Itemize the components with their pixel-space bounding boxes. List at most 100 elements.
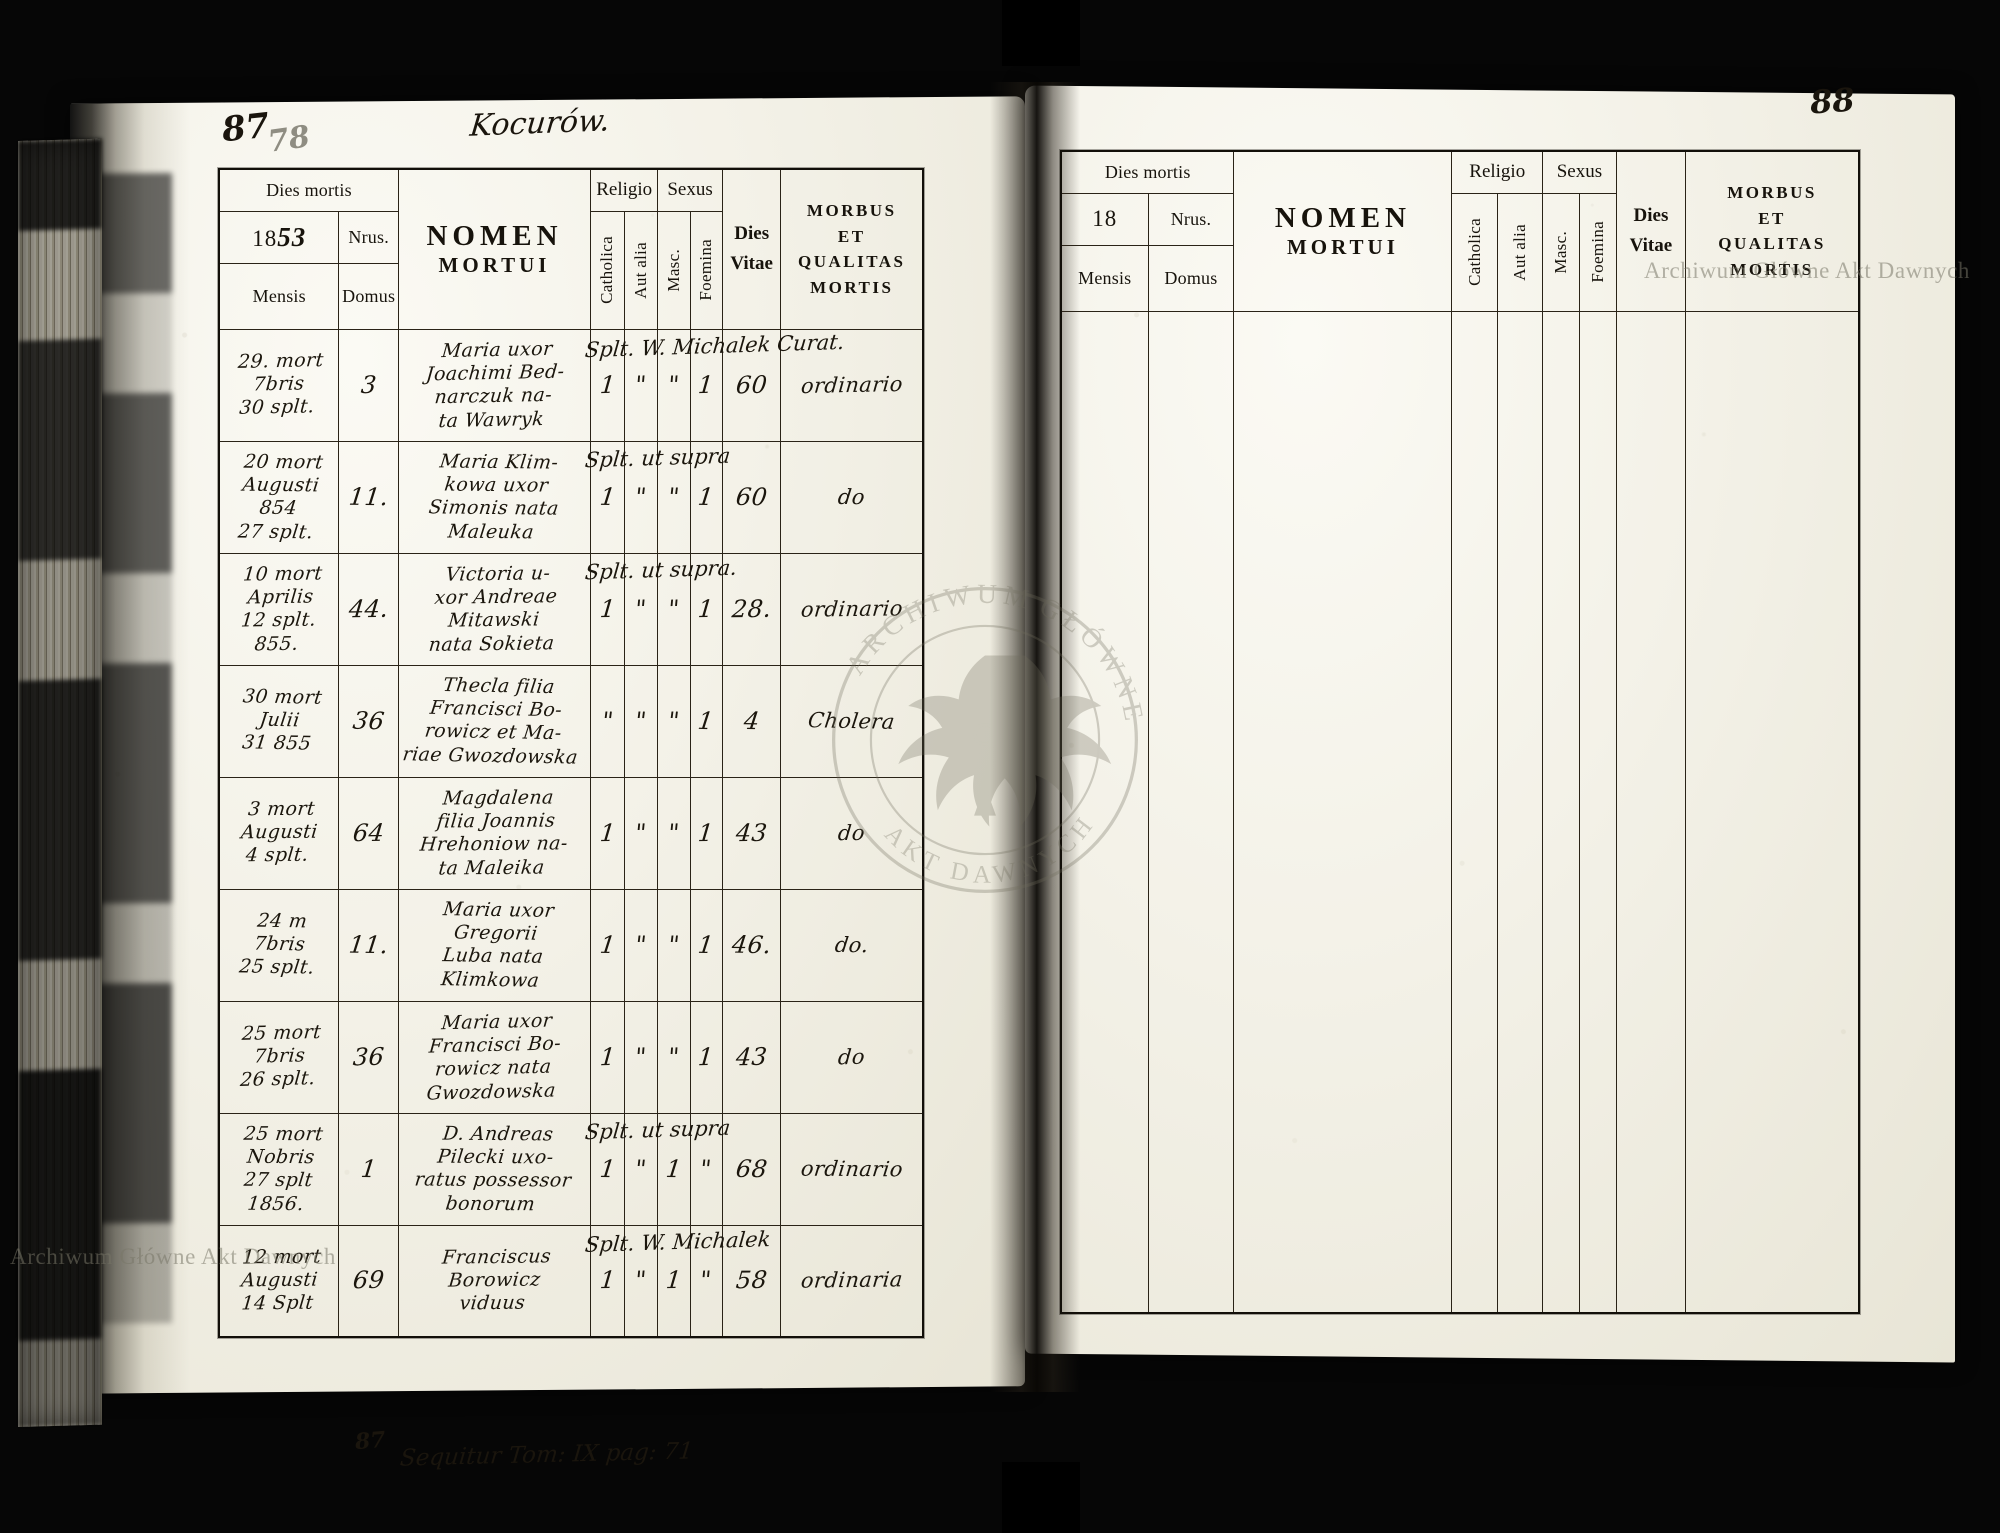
cell-dies-mortis: 24 m 7bris 25 splt. (218, 888, 340, 1002)
header-morbus: MORBUS (806, 201, 897, 221)
header-autalia-cell-right: Aut alia (1496, 192, 1544, 312)
cell-masc: " (657, 664, 691, 778)
header-nrus: Nrus. (338, 210, 399, 264)
header-foemina-cell: Foemina (689, 210, 723, 330)
cell-aut-alia: " (623, 888, 659, 1002)
empty-cell-nomen (1233, 310, 1453, 1313)
header-mortis-right: MORTIS (1730, 259, 1814, 279)
cell-dies-mortis: 10 mort Aprilis 12 splt. 855. (218, 552, 340, 666)
header-nomen: NOMEN (426, 220, 563, 253)
cell-dies-mortis: 29. mort 7bris 30 splt. (218, 328, 340, 442)
header-catholica: Catholica (597, 236, 617, 304)
cell-nrus-domus: 36 (338, 1000, 399, 1114)
cell-nomen-mortui: Thecla filia Francisci Bo-rowicz et Ma-ri… (397, 664, 592, 778)
cell-burial-officiant-note: Splt. ut supra (584, 1115, 732, 1144)
cell-catholica: " (590, 664, 625, 778)
header-aut-alia: Aut alia (630, 241, 650, 299)
header-et: ET (837, 226, 866, 246)
book-fore-edge (18, 138, 102, 1428)
cell-aut-alia: " (623, 440, 659, 554)
header-nomen-right: NOMEN (1274, 202, 1411, 235)
empty-cell-masc (1542, 310, 1580, 1313)
cell-morbus-qualitas: ordinario (780, 552, 924, 666)
table-row: 25 mort 7bris 26 splt. 36 Maria uxor Francisc… (218, 1000, 924, 1114)
right-register-table: Dies mortis NOMEN MORTUI Religio Sexus D… (1060, 150, 1860, 1314)
cell-burial-officiant-note: Splt. ut supra (584, 443, 732, 472)
cell-morbus-qualitas: do (780, 440, 924, 554)
cell-dies-mortis: 12 mort Augusti 14 Splt (218, 1224, 340, 1338)
header-religio: Religio (590, 168, 659, 212)
empty-cell-mensis (1060, 310, 1149, 1313)
header-qualitas: QUALITAS (797, 252, 906, 272)
header-aut-alia-right: Aut alia (1509, 223, 1529, 281)
header-masc-cell-right: Masc. (1542, 192, 1580, 312)
header-autalia-cell: Aut alia (623, 210, 659, 330)
header-mortui: MORTUI (438, 253, 551, 278)
header-row-1-right: Dies mortis NOMEN MORTUI Religio Sexus D… (1060, 150, 1860, 312)
header-sexus-right: Sexus (1542, 150, 1617, 194)
cell-nomen-mortui: Maria uxor Joachimi Bed-narczuk na-ta Waw… (397, 328, 592, 442)
cell-dies-vitae: 43 (721, 1000, 782, 1114)
empty-row (1060, 310, 1860, 1313)
table-row: 29. mort 7bris 30 splt. 3 Maria uxor Joachimi… (218, 328, 924, 442)
cell-dies-vitae: 28. (721, 552, 782, 666)
empty-cell-domus (1147, 310, 1235, 1313)
header-dies-vitae-group: Dies Vitae (721, 168, 782, 330)
header-foemina: Foemina (696, 239, 716, 301)
header-dies: Dies (734, 222, 770, 244)
cell-nomen-mortui: Maria uxor Gregorii Luba nata Klimkowa (397, 888, 592, 1002)
cell-morbus-qualitas: ordinario (780, 328, 924, 442)
cell-morbus-qualitas: ordinaria (780, 1224, 924, 1338)
cell-masc: " (657, 776, 691, 890)
header-mensis: Mensis (218, 262, 340, 330)
header-domus: Domus (338, 262, 399, 330)
cell-aut-alia: " (623, 776, 659, 890)
cell-catholica: 1 Splt. W. Michalek (584, 1224, 772, 1338)
cell-foemina: 1 (689, 776, 723, 890)
table-row: 3 mort Augusti 4 splt. 64 Magdalena filia Joa… (218, 776, 924, 890)
cell-aut-alia: " (623, 664, 659, 778)
header-nomen-group-right: NOMEN MORTUI (1233, 150, 1453, 312)
table-row: 24 m 7bris 25 splt. 11. Maria uxor Gregorii Lu… (218, 888, 924, 1002)
cell-dies-vitae: 4 (721, 664, 782, 778)
cell-dies-mortis: 25 mort Nobris 27 splt 1856. (218, 1112, 340, 1226)
header-nrus-right: Nrus. (1147, 192, 1235, 246)
cell-masc: " (657, 552, 691, 666)
header-foemina-right: Foemina (1587, 221, 1607, 283)
cell-foemina: 1 (689, 888, 723, 1002)
cell-dies-vitae: 46. (721, 888, 782, 1002)
header-dies-vitae-group-right: Dies Vitae (1615, 150, 1687, 312)
scan-tape-top (1002, 0, 1080, 66)
header-domus-right: Domus (1147, 244, 1235, 312)
register-table-left: Dies mortis NOMEN MORTUI Religio Sexus D… (218, 168, 924, 1338)
header-year-prefix: 18 (252, 225, 278, 251)
header-sexus: Sexus (657, 168, 723, 212)
table-body-left: 29. mort 7bris 30 splt. 3 Maria uxor Joachimi… (218, 328, 924, 1338)
cell-aut-alia: " (623, 552, 659, 666)
cell-nrus-domus: 64 (338, 776, 399, 890)
cell-dies-mortis: 30 mort Julii 31 855 (218, 664, 340, 778)
header-catholica-cell-right: Catholica (1451, 192, 1498, 312)
cell-aut-alia: " (623, 1000, 659, 1114)
folio-number-right: 88 (1808, 80, 1856, 122)
cell-nrus-domus: 1 (338, 1112, 399, 1226)
cell-morbus-qualitas: do. (780, 888, 924, 1002)
cell-dies-vitae: 60 (721, 328, 782, 442)
folio-number-left: 87 (220, 105, 272, 151)
table-head-left: Dies mortis NOMEN MORTUI Religio Sexus D… (218, 168, 924, 330)
cell-morbus-qualitas: do (780, 1000, 924, 1114)
cell-catholica: 1 Splt. ut supra. (584, 552, 738, 666)
cell-nrus-domus: 36 (338, 664, 399, 778)
left-register-table: Dies mortis NOMEN MORTUI Religio Sexus D… (218, 168, 924, 1338)
table-row: 25 mort Nobris 27 splt 1856. 1 D. Andreas Pile… (218, 1112, 924, 1226)
cell-nomen-mortui: Victoria u-xor Andreae Mitawski nata Sokie… (397, 552, 592, 666)
header-foemina-cell-right: Foemina (1578, 192, 1617, 312)
table-row: 12 mort Augusti 14 Splt 69 Franciscus Borowic… (218, 1224, 924, 1338)
empty-cell-morbus (1685, 310, 1860, 1313)
cell-morbus-qualitas: do (780, 776, 924, 890)
header-year-right: 18 (1060, 192, 1149, 246)
folio-number-left-pencil: 78 (265, 119, 312, 160)
cell-dies-vitae: 43 (721, 776, 782, 890)
cell-dies-mortis: 3 mort Augusti 4 splt. (218, 776, 340, 890)
